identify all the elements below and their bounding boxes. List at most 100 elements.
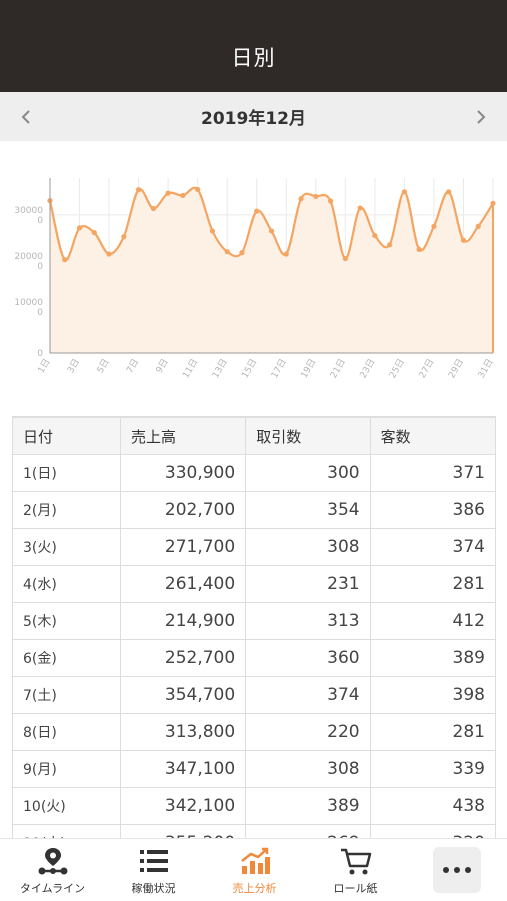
data-point: [180, 192, 186, 199]
cell-transactions: 220: [245, 713, 371, 751]
cart-icon: [339, 846, 373, 876]
page-title: 日別: [231, 46, 276, 70]
data-point: [106, 251, 112, 257]
daily-sales-table-container[interactable]: 日付 売上高 取引数 客数 1(日) 330,900 300 371 2(月) 202,7…: [12, 416, 496, 841]
table-row: 11(水)355,200269320: [12, 824, 496, 841]
data-point: [165, 190, 171, 196]
table-row: 1(日) 330,900 300 371: [12, 454, 496, 492]
x-tick-label: 27日: [417, 357, 437, 380]
cell-transactions: 308: [245, 750, 371, 788]
data-point: [298, 196, 304, 202]
cell-customers: 339: [369, 750, 496, 788]
table-row: 6(金) 252,700 360 389: [12, 639, 496, 677]
x-tick-label: 23日: [358, 357, 378, 380]
chevron-left-icon: [21, 109, 30, 124]
header-customers: 客数: [369, 417, 496, 455]
cell-date: 5(木): [12, 602, 121, 640]
data-point: [195, 186, 201, 193]
cell-sales: 261,400: [119, 565, 247, 603]
bar-chart-trend-icon: [239, 846, 271, 876]
prev-month-button[interactable]: [16, 107, 36, 127]
x-tick-label: 1日: [36, 357, 53, 375]
x-tick-label: 9日: [154, 357, 171, 375]
tab-label-status: 稼働状況: [131, 882, 176, 895]
cell-date: 6(金): [12, 639, 121, 677]
daily-sales-chart: 0 10000 0 20000 0 30000 0 1日 3日 5日 7日 9日 11日 13日 15日 17…: [0, 170, 507, 385]
cell-transactions: 354: [245, 491, 371, 529]
x-tick-label: 29日: [446, 357, 466, 380]
chevron-right-icon: [477, 109, 486, 124]
cell-date: 7(土): [12, 676, 121, 714]
sales-area-fill: [50, 187, 493, 353]
y-tick-label: 20000: [14, 252, 43, 262]
tab-label-sales-analysis: 売上分析: [232, 882, 277, 895]
tab-roll-paper[interactable]: ロール紙: [305, 839, 406, 901]
current-month: 2019年12月: [201, 109, 306, 129]
data-point: [150, 205, 156, 212]
cell-transactions: 389: [245, 787, 371, 825]
x-tick-label: 31日: [476, 357, 496, 380]
table-header-row: 日付 売上高 取引数 客数: [12, 417, 496, 455]
cell-transactions: 374: [245, 676, 371, 714]
x-tick-label: 21日: [328, 357, 348, 380]
cell-date: 3(火): [12, 528, 121, 566]
cell-customers: 371: [369, 454, 496, 492]
x-tick-label: 17日: [269, 357, 289, 380]
cell-customers: 374: [369, 528, 496, 566]
tab-sales-analysis[interactable]: 売上分析: [204, 839, 305, 901]
data-point: [372, 232, 378, 239]
data-point: [446, 189, 452, 195]
cell-date: 1(日): [12, 454, 121, 492]
x-tick-label: 11日: [181, 357, 201, 380]
cell-date: 9(月): [12, 750, 121, 788]
cell-transactions: 300: [245, 454, 371, 492]
data-point: [342, 255, 348, 262]
cell-customers: 281: [369, 565, 496, 603]
y-tick-label: 0: [37, 216, 43, 226]
cell-sales: 271,700: [119, 528, 247, 566]
list-icon: [138, 846, 170, 876]
table-row: 9(月) 347,100 308 339: [12, 750, 496, 788]
more-button[interactable]: [433, 847, 481, 893]
table-row: 3(火) 271,700 308 374: [12, 528, 496, 566]
cell-date: 8(日): [12, 713, 121, 751]
cell-sales: 202,700: [119, 491, 247, 529]
table-row: 10(火) 342,100 389 438: [12, 787, 496, 825]
data-point: [268, 228, 275, 234]
cell-customers: 386: [369, 491, 496, 529]
cell-customers: 281: [369, 713, 496, 751]
table-row: 7(土) 354,700 374 398: [12, 676, 496, 714]
more-dots-icon: [443, 867, 471, 873]
data-point: [475, 223, 481, 229]
bottom-tab-bar: タイムライン 稼働状況 売上分析: [0, 838, 507, 901]
data-point: [327, 198, 334, 204]
cell-customers: 438: [369, 787, 496, 825]
tab-status[interactable]: 稼働状況: [103, 839, 204, 901]
table-row: 4(水) 261,400 231 281: [12, 565, 496, 603]
cell-transactions: 308: [245, 528, 371, 566]
data-point: [431, 223, 437, 229]
cell-date: 2(月): [12, 491, 121, 529]
data-point: [91, 230, 97, 236]
cell-date: 4(水): [12, 565, 121, 603]
table-row: 5(木) 214,900 313 412: [12, 602, 496, 640]
data-point: [239, 250, 245, 256]
next-month-button[interactable]: [471, 107, 491, 127]
cell-sales: 214,900: [119, 602, 247, 640]
data-point: [121, 234, 127, 240]
tab-timeline[interactable]: タイムライン: [2, 839, 103, 901]
daily-sales-table: 日付 売上高 取引数 客数 1(日) 330,900 300 371 2(月) 202,7…: [12, 417, 496, 841]
cell-customers: 398: [369, 676, 496, 714]
data-point: [357, 205, 363, 211]
x-tick-label: 5日: [95, 357, 112, 375]
data-point: [313, 193, 319, 200]
data-point: [401, 189, 407, 195]
cell-date: 10(火): [12, 787, 121, 825]
cell-customers: 412: [369, 602, 496, 640]
cell-sales: 342,100: [119, 787, 247, 825]
cell-customers: 389: [369, 639, 496, 677]
x-tick-label: 13日: [210, 357, 230, 380]
x-tick-label: 15日: [240, 357, 260, 380]
cell-transactions: 231: [245, 565, 371, 603]
